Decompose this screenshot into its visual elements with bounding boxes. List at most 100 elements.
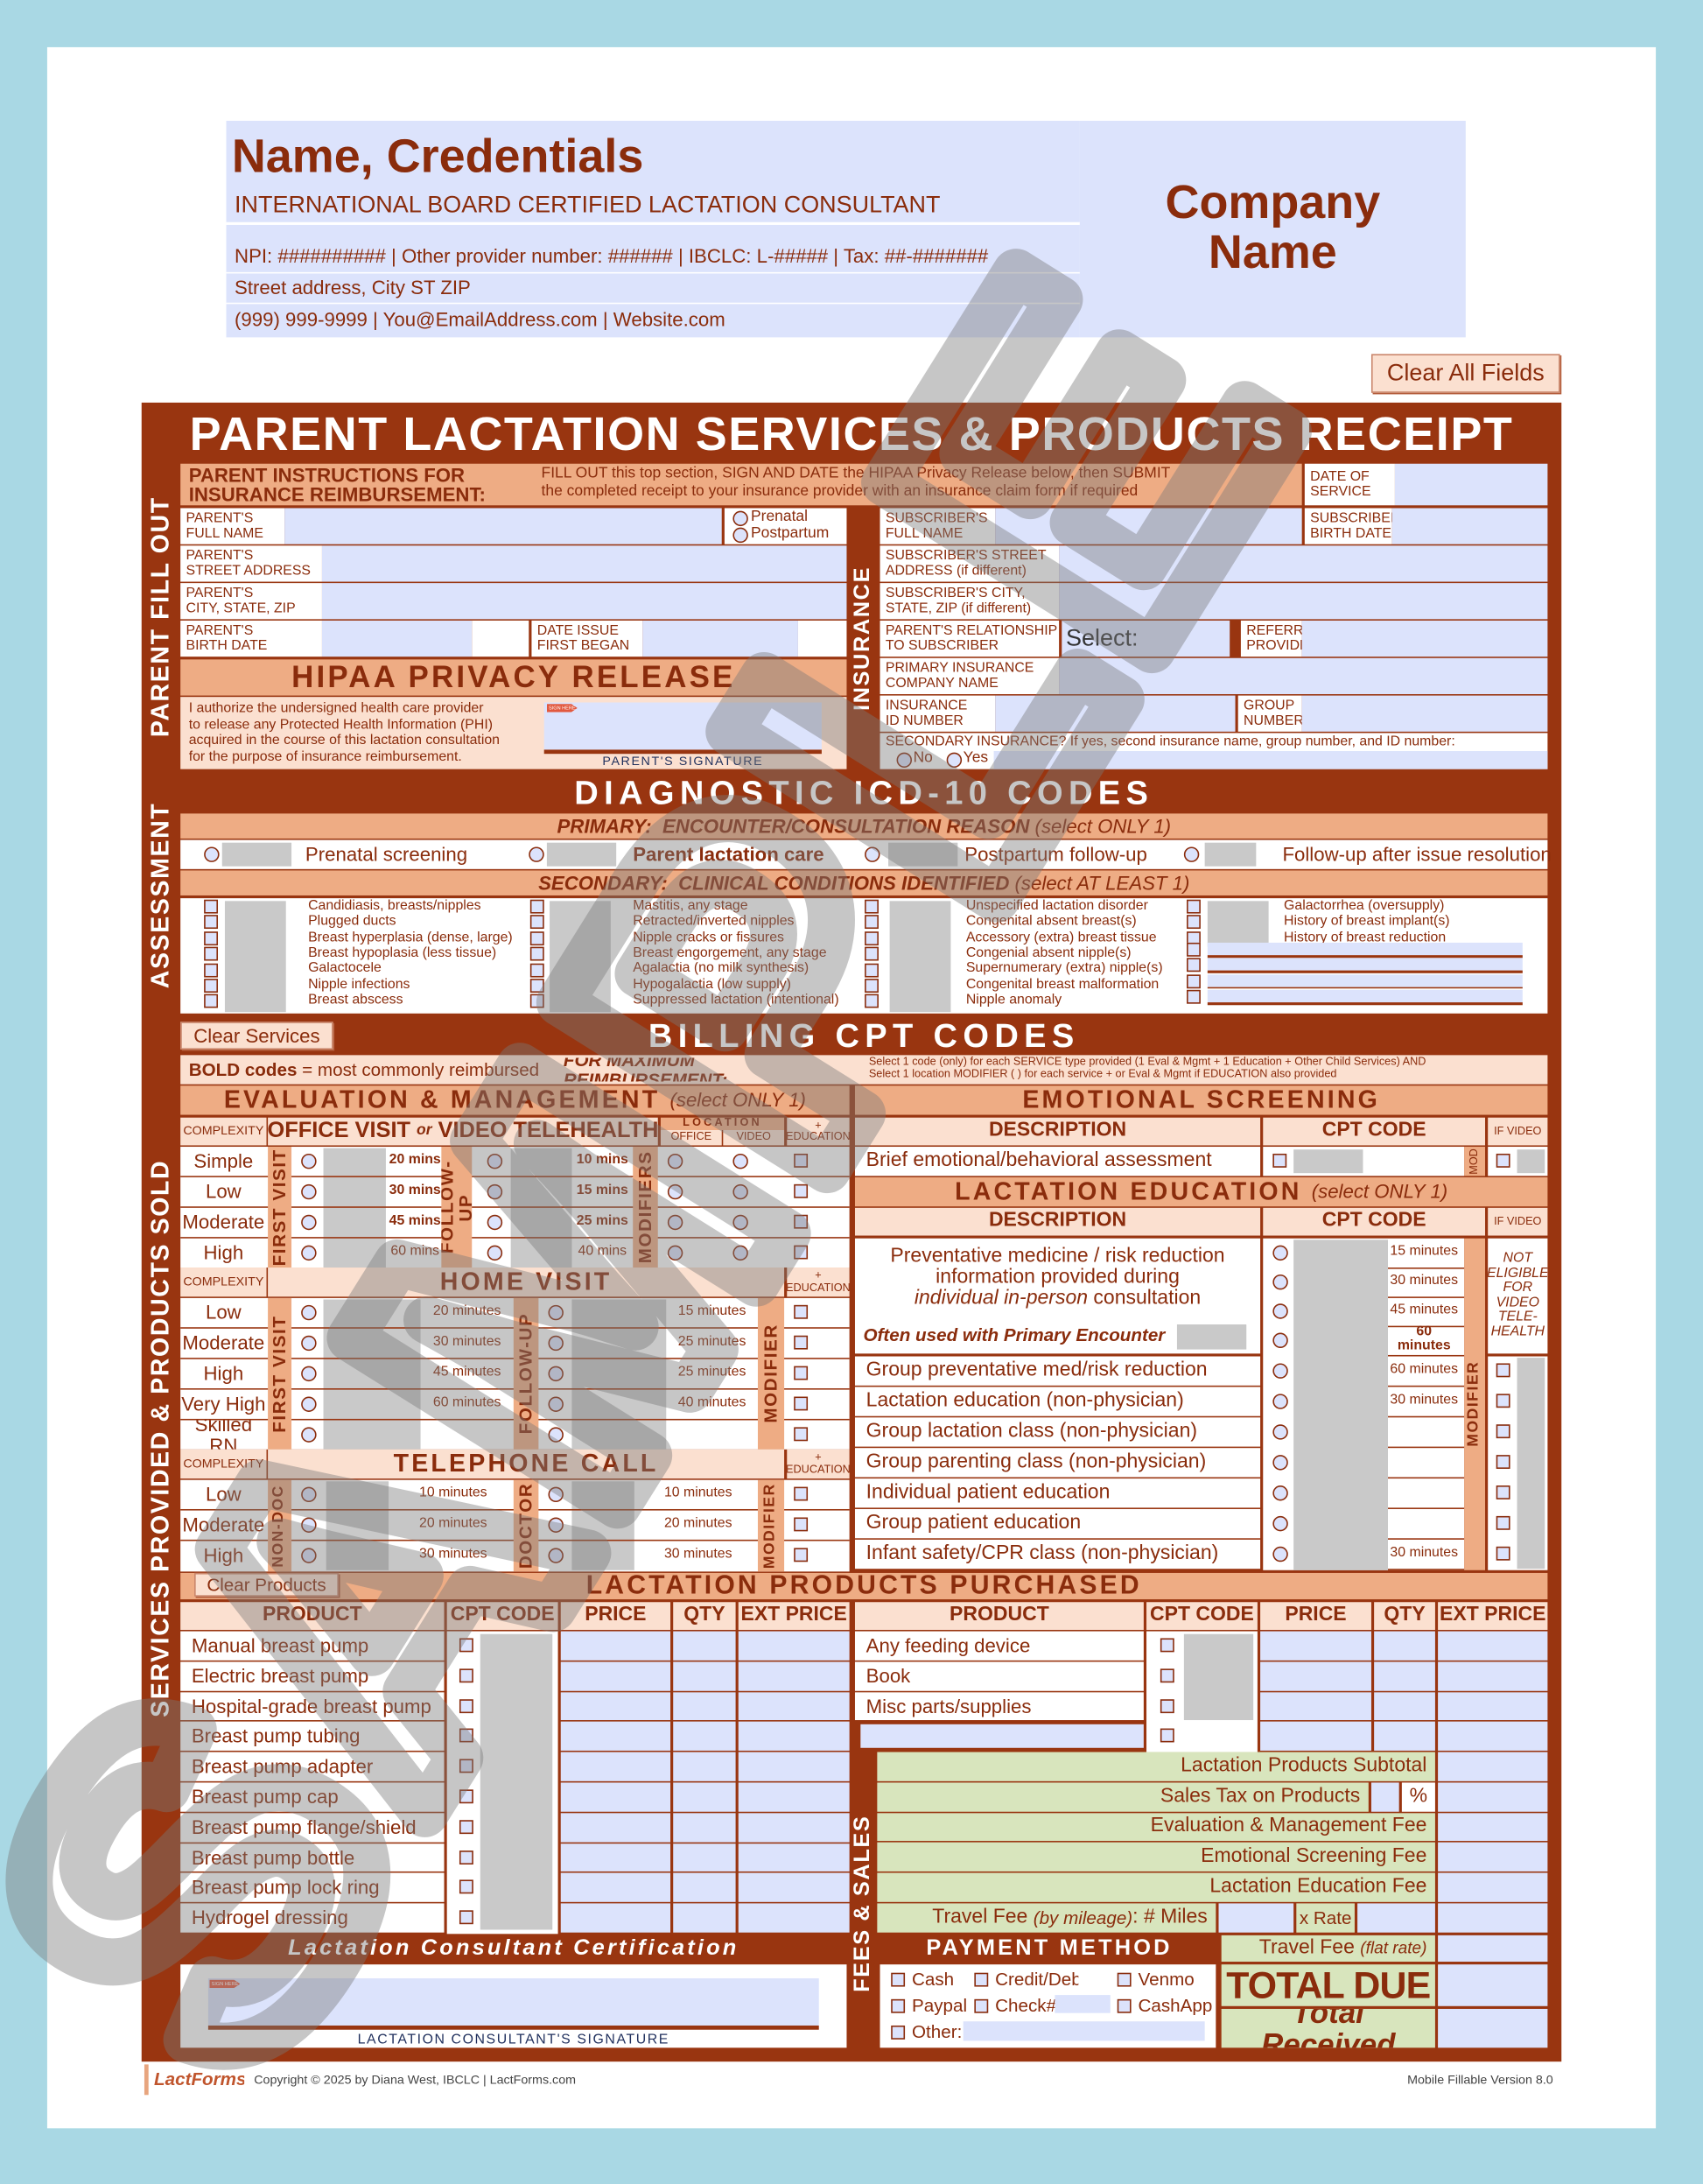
price-input[interactable] <box>560 1752 671 1781</box>
home-first-visit-radio[interactable] <box>300 1365 316 1381</box>
parent-city-input[interactable] <box>321 583 847 620</box>
secondary-no-radio[interactable] <box>895 751 912 768</box>
price-input[interactable] <box>560 1691 671 1721</box>
price-input[interactable] <box>560 1722 671 1752</box>
rate-input[interactable] <box>1357 1903 1435 1933</box>
condition-checkbox[interactable] <box>204 899 219 914</box>
home-follow-up-radio[interactable] <box>547 1365 564 1381</box>
product-checkbox[interactable] <box>459 1759 473 1773</box>
price-input[interactable] <box>560 1812 671 1842</box>
ext-price-input[interactable] <box>1438 1722 1548 1752</box>
qty-input[interactable] <box>1374 1661 1435 1691</box>
parent-street-input[interactable] <box>321 545 847 582</box>
ext-price-input[interactable] <box>1438 1631 1548 1661</box>
condition-checkbox[interactable] <box>1187 990 1201 1004</box>
product-checkbox[interactable] <box>1160 1668 1174 1682</box>
other-condition-input[interactable] <box>1207 974 1523 987</box>
office-follow-up-radio[interactable] <box>486 1213 502 1230</box>
education-radio[interactable] <box>1272 1515 1288 1531</box>
education-video-checkbox[interactable] <box>1496 1485 1510 1499</box>
location-video-radio[interactable] <box>732 1244 748 1261</box>
condition-checkbox[interactable] <box>865 899 879 914</box>
condition-checkbox[interactable] <box>865 915 879 930</box>
education-radio[interactable] <box>1272 1423 1288 1439</box>
office-first-visit-radio[interactable] <box>300 1183 316 1199</box>
price-input[interactable] <box>560 1661 671 1691</box>
postpartum-radio[interactable] <box>732 526 748 543</box>
condition-checkbox[interactable] <box>529 930 544 945</box>
location-office-radio[interactable] <box>667 1153 683 1169</box>
education-radio[interactable] <box>1272 1454 1288 1470</box>
clear-services-button[interactable]: Clear Services <box>180 1022 333 1050</box>
plus-education-checkbox[interactable] <box>794 1304 809 1319</box>
payment-option-checkbox[interactable] <box>1117 1972 1132 1987</box>
secondary-insurance-input[interactable] <box>993 751 1548 769</box>
primary-insurance-input[interactable] <box>1059 657 1548 694</box>
subscriber-city-input[interactable] <box>1059 583 1548 620</box>
ext-price-input[interactable] <box>738 1782 850 1812</box>
plus-education-checkbox[interactable] <box>794 1335 809 1350</box>
ext-price-input[interactable] <box>738 1812 850 1842</box>
education-radio[interactable] <box>1272 1546 1288 1562</box>
office-first-visit-radio[interactable] <box>300 1244 316 1261</box>
condition-checkbox[interactable] <box>529 963 544 977</box>
condition-checkbox[interactable] <box>1187 915 1201 930</box>
condition-checkbox[interactable] <box>529 994 544 1009</box>
product-checkbox[interactable] <box>459 1668 473 1682</box>
fee-amount-input[interactable] <box>1438 1752 1548 1781</box>
payment-option-checkbox[interactable] <box>891 1972 906 1987</box>
group-number-input[interactable] <box>1301 695 1548 732</box>
total-received-input[interactable] <box>1438 2008 1548 2048</box>
home-first-visit-radio[interactable] <box>300 1395 316 1412</box>
fee-amount-input[interactable] <box>1438 1843 1548 1872</box>
condition-checkbox[interactable] <box>865 930 879 945</box>
fee-amount-input[interactable] <box>1438 1782 1548 1812</box>
education-radio[interactable] <box>1272 1244 1288 1261</box>
condition-checkbox[interactable] <box>204 946 219 961</box>
condition-checkbox[interactable] <box>529 946 544 961</box>
primary-option-radio[interactable] <box>864 846 880 862</box>
subscriber-birth-input[interactable] <box>1391 508 1548 544</box>
office-follow-up-radio[interactable] <box>486 1244 502 1261</box>
price-input[interactable] <box>560 1631 671 1661</box>
ext-price-input[interactable] <box>738 1903 850 1933</box>
qty-input[interactable] <box>673 1812 736 1842</box>
ext-price-input[interactable] <box>738 1752 850 1781</box>
ext-price-input[interactable] <box>738 1873 850 1903</box>
sales-tax-rate-input[interactable] <box>1370 1782 1399 1812</box>
home-first-visit-radio[interactable] <box>300 1334 316 1351</box>
condition-checkbox[interactable] <box>529 979 544 993</box>
plus-education-checkbox[interactable] <box>794 1214 809 1229</box>
education-radio[interactable] <box>1272 1393 1288 1408</box>
condition-checkbox[interactable] <box>1187 899 1201 914</box>
office-follow-up-radio[interactable] <box>486 1153 502 1169</box>
subscriber-street-input[interactable] <box>1059 545 1548 582</box>
secondary-yes-radio[interactable] <box>945 751 962 768</box>
total-due-input[interactable] <box>1438 1964 1548 2006</box>
ext-price-input[interactable] <box>738 1691 850 1721</box>
condition-checkbox[interactable] <box>204 994 219 1009</box>
qty-input[interactable] <box>673 1873 736 1903</box>
price-input[interactable] <box>1260 1691 1371 1721</box>
qty-input[interactable] <box>1374 1722 1435 1752</box>
qty-input[interactable] <box>673 1752 736 1781</box>
check-number-input[interactable] <box>1055 1995 1111 2013</box>
product-checkbox[interactable] <box>459 1698 473 1713</box>
education-radio[interactable] <box>1272 1485 1288 1500</box>
condition-checkbox[interactable] <box>204 915 219 930</box>
primary-option-radio[interactable] <box>1183 846 1199 862</box>
date-issue-began-input[interactable] <box>642 620 798 657</box>
price-input[interactable] <box>560 1782 671 1812</box>
parent-signature-field[interactable] <box>543 702 822 750</box>
ext-price-input[interactable] <box>1438 1661 1548 1691</box>
education-video-checkbox[interactable] <box>1496 1546 1510 1561</box>
plus-education-checkbox[interactable] <box>794 1486 809 1501</box>
condition-checkbox[interactable] <box>204 963 219 977</box>
condition-checkbox[interactable] <box>529 899 544 914</box>
qty-input[interactable] <box>673 1903 736 1933</box>
product-checkbox[interactable] <box>1160 1729 1174 1744</box>
payment-option-checkbox[interactable] <box>891 1998 906 2013</box>
payment-option-checkbox[interactable] <box>1117 1998 1132 2013</box>
education-radio[interactable] <box>1272 1362 1288 1379</box>
payment-option-checkbox[interactable] <box>891 2025 906 2040</box>
